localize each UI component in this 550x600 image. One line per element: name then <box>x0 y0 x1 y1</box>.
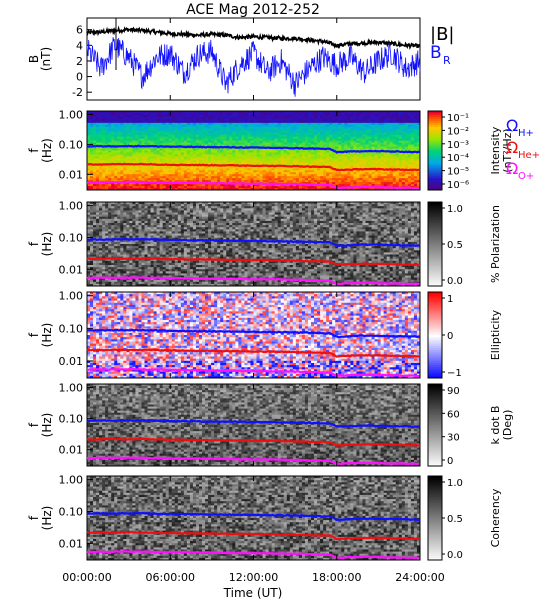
y-tick-label: 1.00 <box>59 108 84 121</box>
y-axis-unit: (nT) <box>39 47 53 71</box>
spectrogram-panels: 1.00 0.10 0.01 f (Hz) 10⁻¹ 10⁻² 10⁻³ 10⁻⁴ 10⁻⁵ 10⁻… <box>27 108 514 561</box>
panel-2: 1.000.100.01f (Hz)1.00.50.0% Polarization <box>27 200 502 287</box>
y-tick-label: 0 <box>76 71 83 84</box>
colorbar-tick-label: 10⁻⁶ <box>447 180 469 191</box>
colorbar-tick-label: 10⁻¹ <box>447 113 469 124</box>
y-tick-label: 0.10 <box>59 138 84 151</box>
y-tick-label: 4 <box>76 39 83 52</box>
y-axis-unit: (Hz) <box>40 138 54 163</box>
y-tick-label: 6 <box>76 24 83 37</box>
legend-bmag: |B| <box>430 24 454 45</box>
chart-title: ACE Mag 2012-252 <box>186 2 320 18</box>
colorbar-tick-label: 10⁻² <box>447 126 469 137</box>
colorbar-1: 10⁻¹10⁻²10⁻³10⁻⁴10⁻⁵10⁻⁶Intensity (nT²/Hz… <box>428 111 514 191</box>
y-tick-label: 2 <box>76 55 83 68</box>
legend-br: B <box>430 43 442 63</box>
panel-1: 1.00 0.10 0.01 f (Hz) 10⁻¹ 10⁻² 10⁻³ 10⁻⁴ 10⁻⁵ 10⁻… <box>27 108 514 191</box>
colorbar-tick-label: 10⁻³ <box>447 140 469 151</box>
colorbar-tick-label: 10⁻⁵ <box>447 167 469 178</box>
legend-br-subscript: R <box>443 54 451 67</box>
y-tick-label: 0.01 <box>59 168 84 181</box>
y-axis-label: f <box>27 148 41 153</box>
y-tick-label: -2 <box>72 86 83 99</box>
colorbar-tick-label: 10⁻⁴ <box>447 153 469 164</box>
